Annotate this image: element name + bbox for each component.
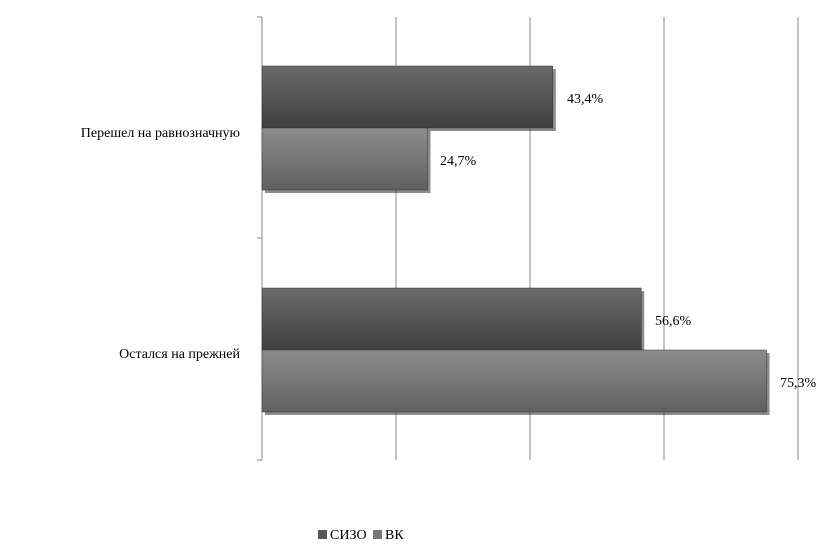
bars <box>261 65 770 415</box>
category-label-0: Перешел на равнозначную <box>81 126 240 141</box>
data-labels: 43,4% 24,7% 56,6% 75,3% <box>440 92 817 391</box>
bar-vk-0 <box>261 127 428 191</box>
bar-sizo-0 <box>261 65 554 129</box>
bar-vk-1 <box>261 349 767 413</box>
category-label-1: Остался на прежней <box>119 347 240 362</box>
legend-swatch-sizo <box>318 530 327 539</box>
legend-swatch-vk <box>373 530 382 539</box>
legend: СИЗО ВК <box>318 528 404 543</box>
category-axis <box>257 16 263 461</box>
data-label-sizo-1: 56,6% <box>655 314 692 329</box>
bar-sizo-1 <box>261 287 642 351</box>
legend-label-vk: ВК <box>385 528 404 543</box>
category-labels: Перешел на равнозначную Остался на прежн… <box>81 126 241 362</box>
data-label-sizo-0: 43,4% <box>567 92 604 107</box>
legend-label-sizo: СИЗО <box>330 528 367 543</box>
data-label-vk-0: 24,7% <box>440 154 477 169</box>
data-label-vk-1: 75,3% <box>780 376 817 391</box>
